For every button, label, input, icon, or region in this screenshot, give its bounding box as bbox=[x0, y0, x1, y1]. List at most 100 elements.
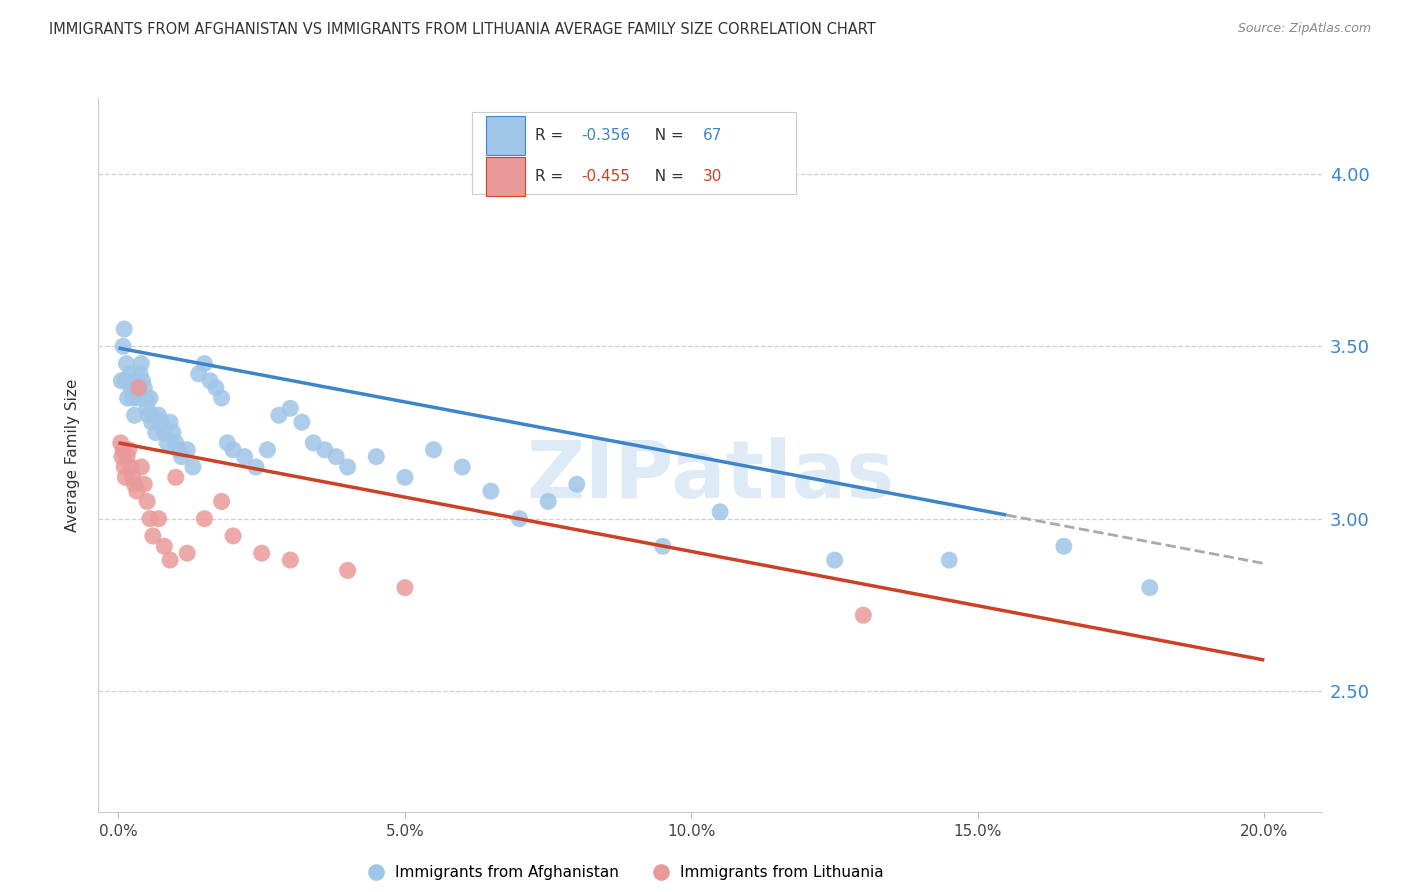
Point bbox=[422, 442, 444, 457]
Point bbox=[193, 357, 215, 371]
Point bbox=[176, 442, 198, 457]
Point bbox=[121, 391, 143, 405]
Point bbox=[112, 322, 135, 336]
Point bbox=[136, 494, 159, 508]
Point bbox=[222, 442, 245, 457]
Point bbox=[852, 608, 875, 623]
Point bbox=[165, 435, 187, 450]
Point bbox=[211, 391, 233, 405]
Point bbox=[267, 409, 290, 423]
Y-axis label: Average Family Size: Average Family Size bbox=[65, 378, 80, 532]
Point bbox=[125, 484, 148, 499]
Point bbox=[124, 409, 146, 423]
Point bbox=[115, 450, 138, 464]
Point bbox=[170, 450, 193, 464]
Point bbox=[938, 553, 960, 567]
Text: R =: R = bbox=[536, 169, 568, 184]
Text: N =: N = bbox=[645, 169, 689, 184]
Point bbox=[118, 367, 141, 381]
Point bbox=[120, 460, 142, 475]
Point bbox=[394, 581, 416, 595]
Legend: Immigrants from Afghanistan, Immigrants from Lithuania: Immigrants from Afghanistan, Immigrants … bbox=[359, 859, 890, 886]
Point bbox=[366, 450, 388, 464]
Point bbox=[198, 374, 221, 388]
Text: ZIPatlas: ZIPatlas bbox=[526, 437, 894, 516]
Point bbox=[250, 546, 273, 560]
Point bbox=[134, 381, 156, 395]
Point bbox=[479, 484, 502, 499]
Point bbox=[211, 494, 233, 508]
Point bbox=[325, 450, 347, 464]
Text: R =: R = bbox=[536, 128, 568, 143]
Point bbox=[205, 381, 228, 395]
Point bbox=[336, 460, 359, 475]
Point bbox=[159, 415, 181, 429]
Point bbox=[651, 539, 673, 553]
FancyBboxPatch shape bbox=[471, 112, 796, 194]
Point bbox=[509, 511, 531, 525]
Point bbox=[115, 357, 138, 371]
Point bbox=[1053, 539, 1076, 553]
Point bbox=[162, 425, 184, 440]
Point bbox=[245, 460, 267, 475]
Point bbox=[110, 435, 132, 450]
Point bbox=[148, 511, 170, 525]
Point bbox=[537, 494, 560, 508]
Point bbox=[280, 401, 302, 416]
Point bbox=[280, 553, 302, 567]
Point bbox=[128, 391, 150, 405]
Point bbox=[131, 357, 153, 371]
Point bbox=[112, 442, 135, 457]
Text: IMMIGRANTS FROM AFGHANISTAN VS IMMIGRANTS FROM LITHUANIA AVERAGE FAMILY SIZE COR: IMMIGRANTS FROM AFGHANISTAN VS IMMIGRANT… bbox=[49, 22, 876, 37]
Point bbox=[181, 460, 204, 475]
Point bbox=[139, 511, 162, 525]
Point bbox=[156, 435, 179, 450]
Text: 67: 67 bbox=[703, 128, 723, 143]
Point bbox=[150, 415, 173, 429]
Point bbox=[111, 450, 134, 464]
Point bbox=[153, 539, 176, 553]
Point bbox=[135, 391, 157, 405]
Point bbox=[336, 563, 359, 577]
Point bbox=[117, 391, 139, 405]
Point bbox=[222, 529, 245, 543]
FancyBboxPatch shape bbox=[486, 116, 526, 155]
Point bbox=[1139, 581, 1161, 595]
Point bbox=[394, 470, 416, 484]
Point bbox=[176, 546, 198, 560]
Point bbox=[131, 374, 153, 388]
Point bbox=[118, 374, 141, 388]
Point bbox=[110, 374, 132, 388]
Point bbox=[128, 381, 150, 395]
Point bbox=[165, 470, 187, 484]
Point bbox=[112, 460, 135, 475]
Point bbox=[233, 450, 256, 464]
Point bbox=[217, 435, 239, 450]
Point bbox=[118, 442, 141, 457]
Point bbox=[134, 477, 156, 491]
Point bbox=[193, 511, 215, 525]
Point bbox=[120, 381, 142, 395]
Point bbox=[124, 374, 146, 388]
Point bbox=[314, 442, 336, 457]
Point bbox=[159, 553, 181, 567]
Point bbox=[131, 460, 153, 475]
Point bbox=[125, 381, 148, 395]
Point bbox=[141, 415, 163, 429]
Text: -0.356: -0.356 bbox=[582, 128, 631, 143]
Point bbox=[256, 442, 278, 457]
Point bbox=[142, 409, 165, 423]
Point bbox=[136, 409, 159, 423]
Point bbox=[112, 339, 135, 353]
Point bbox=[565, 477, 588, 491]
Text: Source: ZipAtlas.com: Source: ZipAtlas.com bbox=[1237, 22, 1371, 36]
Point bbox=[451, 460, 474, 475]
Point bbox=[709, 505, 731, 519]
Point bbox=[824, 553, 846, 567]
Point bbox=[139, 391, 162, 405]
Point bbox=[167, 442, 190, 457]
Point bbox=[121, 470, 143, 484]
Point bbox=[124, 477, 146, 491]
Point bbox=[136, 401, 159, 416]
Point bbox=[148, 409, 170, 423]
